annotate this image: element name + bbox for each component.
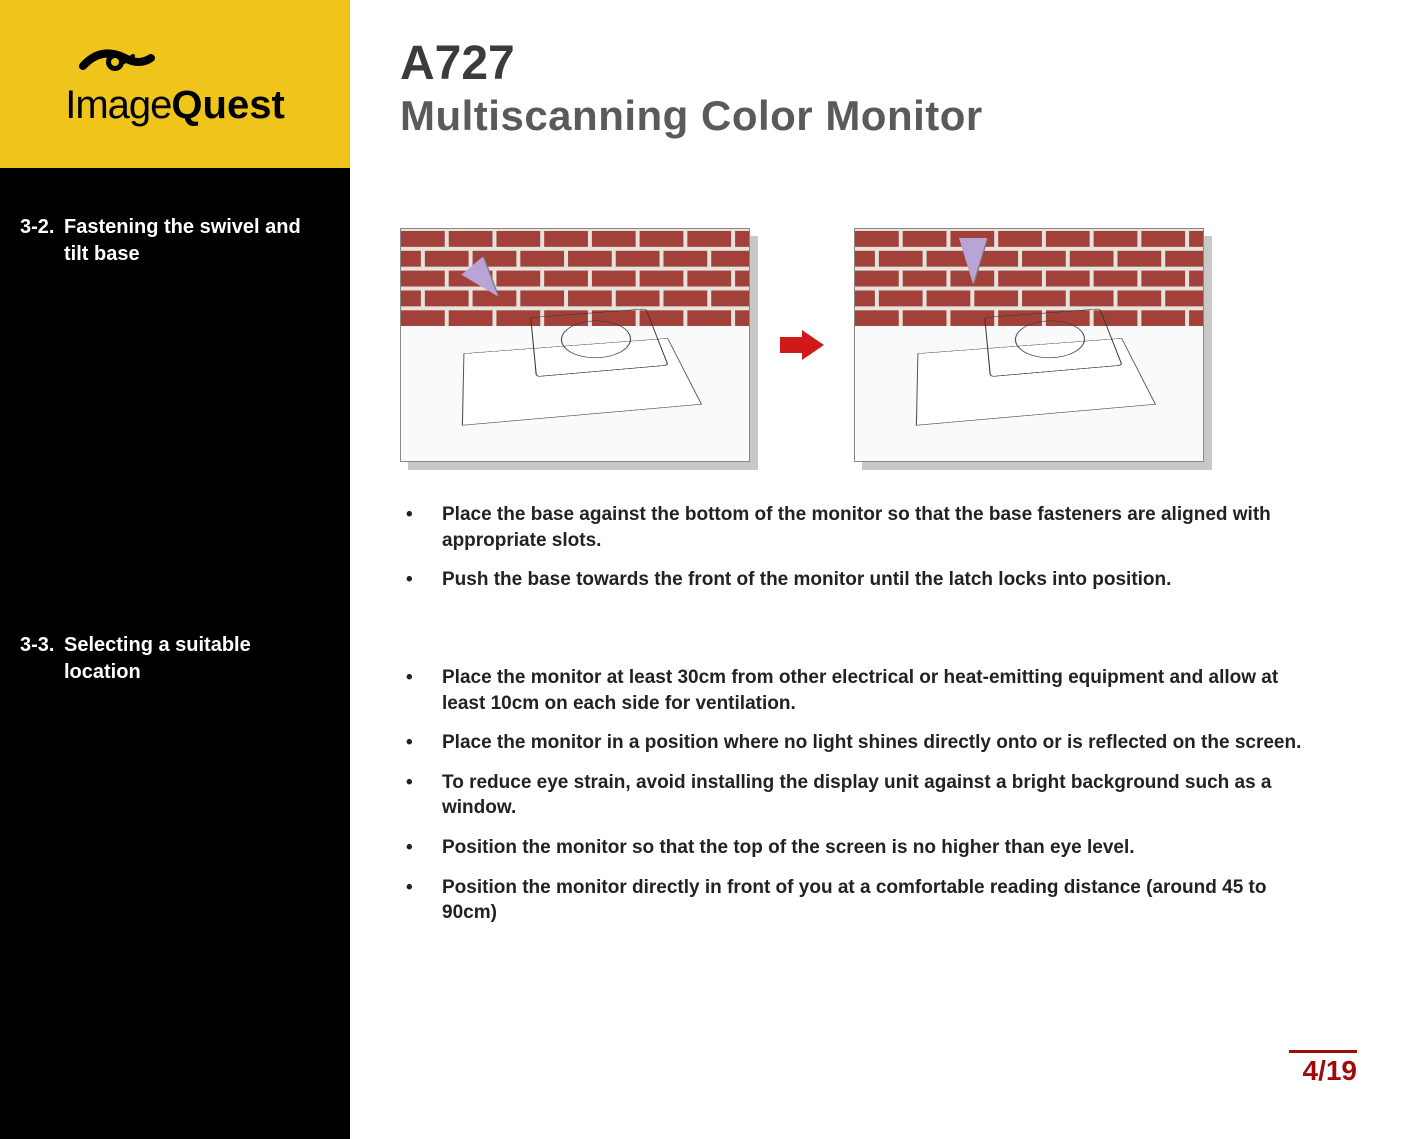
bullet-dot-icon: • — [406, 770, 442, 821]
bullet-text: Position the monitor directly in front o… — [442, 875, 1357, 926]
header-model: A727 — [400, 40, 1357, 88]
nav-item-num: 3-2. — [20, 214, 64, 268]
bullet-dot-icon: • — [406, 665, 442, 716]
bullet-item: • Place the base against the bottom of t… — [406, 502, 1357, 553]
bullet-item: • Place the monitor at least 30cm from o… — [406, 665, 1357, 716]
logo: ImageQuest — [65, 44, 285, 125]
content-area: • Place the base against the bottom of t… — [400, 168, 1357, 1139]
bullet-text: Position the monitor so that the top of … — [442, 835, 1357, 861]
header: A727 Multiscanning Color Monitor — [400, 0, 1357, 168]
bullet-dot-icon: • — [406, 730, 442, 756]
nav-spacer — [20, 268, 330, 632]
bullet-item: • To reduce eye strain, avoid installing… — [406, 770, 1357, 821]
nav-item-num: 3-3. — [20, 632, 64, 686]
figure-box — [400, 228, 750, 462]
bullet-text: Push the base towards the front of the m… — [442, 567, 1357, 593]
bullet-text: Place the base against the bottom of the… — [442, 502, 1357, 553]
bullet-list-section-2: • Place the monitor at least 30cm from o… — [400, 665, 1357, 926]
bullet-dot-icon: • — [406, 502, 442, 553]
eye-icon — [77, 44, 157, 83]
bullet-item: • Push the base towards the front of the… — [406, 567, 1357, 593]
nav-item-label: Fastening the swivel and tilt base — [64, 214, 330, 268]
figure-left — [400, 228, 750, 462]
nav-item-label: Selecting a suitable location — [64, 632, 330, 686]
logo-text: ImageQuest — [65, 85, 285, 125]
nav-block: 3-2. Fastening the swivel and tilt base … — [0, 168, 350, 1139]
nav-item-3-2: 3-2. Fastening the swivel and tilt base — [20, 214, 330, 268]
sidebar: ImageQuest 3-2. Fastening the swivel and… — [0, 0, 350, 1139]
bullet-dot-icon: • — [406, 835, 442, 861]
nav-item-3-3: 3-3. Selecting a suitable location — [20, 632, 330, 686]
bullet-list-section-1: • Place the base against the bottom of t… — [400, 502, 1357, 593]
main-content: A727 Multiscanning Color Monitor — [350, 0, 1417, 1139]
figure-row — [400, 228, 1357, 462]
figure-box — [854, 228, 1204, 462]
manual-page: ImageQuest 3-2. Fastening the swivel and… — [0, 0, 1417, 1139]
bullet-text: To reduce eye strain, avoid installing t… — [442, 770, 1357, 821]
bullet-item: • Position the monitor directly in front… — [406, 875, 1357, 926]
header-subtitle: Multiscanning Color Monitor — [400, 92, 1357, 140]
bullet-item: • Place the monitor in a position where … — [406, 730, 1357, 756]
logo-word-quest: Quest — [171, 83, 284, 127]
bullet-text: Place the monitor at least 30cm from oth… — [442, 665, 1357, 716]
logo-block: ImageQuest — [0, 0, 350, 168]
page-number: 4/19 — [1289, 1050, 1357, 1087]
bullet-item: • Position the monitor so that the top o… — [406, 835, 1357, 861]
bullet-dot-icon: • — [406, 567, 442, 593]
action-arrow-down-icon — [959, 238, 987, 284]
logo-word-image: Image — [65, 83, 171, 127]
arrow-right-icon — [780, 330, 824, 360]
figure-right — [854, 228, 1204, 462]
bullet-dot-icon: • — [406, 875, 442, 926]
bullet-text: Place the monitor in a position where no… — [442, 730, 1357, 756]
